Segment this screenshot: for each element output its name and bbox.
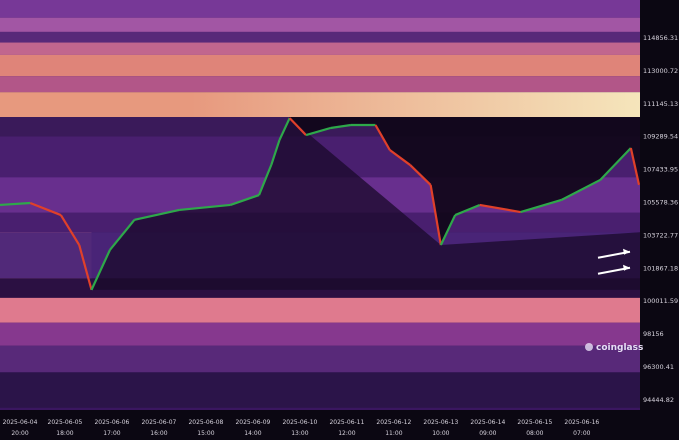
price-candle-segment (288, 117, 307, 136)
liquidation-band (0, 17, 640, 32)
price-candle-segment (230, 193, 260, 206)
liquidation-band (0, 322, 640, 346)
x-tick-time: 12:00 (338, 430, 355, 437)
x-tick-time: 14:00 (244, 430, 261, 437)
price-candle-segment (479, 203, 521, 214)
liquidation-band (0, 0, 640, 18)
price-candle-segment (29, 201, 62, 217)
price-candle-segment (454, 203, 481, 217)
coinglass-logo-icon (585, 343, 593, 351)
x-tick-date: 2025-06-13 (423, 419, 458, 426)
x-tick-time: 13:00 (291, 430, 308, 437)
price-candle-segment (439, 214, 457, 246)
x-tick-time: 09:00 (479, 430, 496, 437)
x-tick-time: 18:00 (56, 430, 73, 437)
liquidation-band (0, 54, 640, 77)
liquidation-band (0, 76, 640, 93)
y-tick-label: 98156 (643, 330, 664, 338)
cleared-zone (91, 118, 640, 290)
price-candle-segment (270, 139, 281, 166)
x-tick-date: 2025-06-12 (376, 419, 411, 426)
liquidation-band (0, 297, 640, 323)
x-tick-date: 2025-06-16 (564, 419, 599, 426)
x-tick-time: 08:00 (526, 430, 543, 437)
y-axis-panel (640, 0, 679, 440)
x-tick-date: 2025-06-14 (470, 419, 505, 426)
liquidation-band (0, 345, 640, 373)
y-tick-label: 105578.36 (643, 199, 678, 207)
price-candle-segment (278, 117, 291, 141)
liquidation-band (0, 372, 640, 408)
liquidation-band (0, 42, 640, 55)
price-candle-segment (258, 164, 273, 196)
price-candle-segment (59, 214, 81, 246)
watermark: coinglass (596, 343, 643, 353)
price-candle-segment (179, 203, 231, 212)
x-tick-date: 2025-06-08 (188, 419, 223, 426)
price-candle-segment (0, 201, 31, 207)
price-candle-segment (90, 249, 111, 291)
price-candle-segment (109, 219, 136, 251)
x-tick-date: 2025-06-15 (517, 419, 552, 426)
x-tick-date: 2025-06-10 (282, 419, 317, 426)
price-candle-segment (520, 198, 562, 214)
price-candle-segment (429, 184, 442, 246)
arrow-head-icon (623, 264, 630, 271)
y-tick-label: 101867.18 (643, 264, 678, 272)
x-tick-time: 16:00 (150, 430, 167, 437)
x-tick-date: 2025-06-07 (141, 419, 176, 426)
x-tick-date: 2025-06-11 (329, 419, 364, 426)
y-tick-label: 114856.31 (643, 34, 678, 42)
price-candle-segment (389, 149, 411, 166)
y-tick-label: 96300.41 (643, 363, 674, 371)
price-candle-segment (305, 126, 331, 137)
price-candle-segment (629, 147, 641, 186)
x-axis-panel (0, 410, 679, 440)
x-tick-time: 17:00 (103, 430, 120, 437)
liquidation-band (0, 92, 640, 118)
y-tick-label: 109289.54 (643, 133, 678, 141)
cleared-zone (289, 117, 640, 246)
y-tick-label: 100011.59 (643, 297, 678, 305)
x-tick-time: 20:00 (11, 430, 28, 437)
y-tick-label: 94444.82 (643, 396, 674, 404)
x-tick-date: 2025-06-05 (48, 419, 83, 426)
liquidation-band (0, 31, 640, 43)
x-tick-time: 15:00 (197, 430, 214, 437)
y-tick-label: 111145.13 (643, 100, 678, 108)
x-tick-date: 2025-06-09 (235, 419, 270, 426)
price-candle-segment (78, 244, 93, 291)
y-tick-label: 107433.95 (643, 166, 678, 174)
price-candle-segment (599, 147, 632, 181)
x-tick-date: 2025-06-06 (94, 419, 129, 426)
price-candle-segment (134, 208, 180, 221)
arrow-head-icon (623, 248, 630, 255)
x-tick-time: 07:00 (573, 430, 590, 437)
price-candle-segment (330, 123, 352, 130)
price-candle-segment (409, 164, 432, 186)
y-tick-label: 103722.77 (643, 231, 678, 239)
price-candle-segment (560, 178, 601, 201)
price-candle-segment (374, 124, 391, 151)
x-tick-time: 10:00 (432, 430, 449, 437)
y-tick-label: 113000.72 (643, 67, 678, 75)
x-tick-time: 11:00 (385, 430, 402, 437)
x-tick-date: 2025-06-04 (3, 419, 38, 426)
